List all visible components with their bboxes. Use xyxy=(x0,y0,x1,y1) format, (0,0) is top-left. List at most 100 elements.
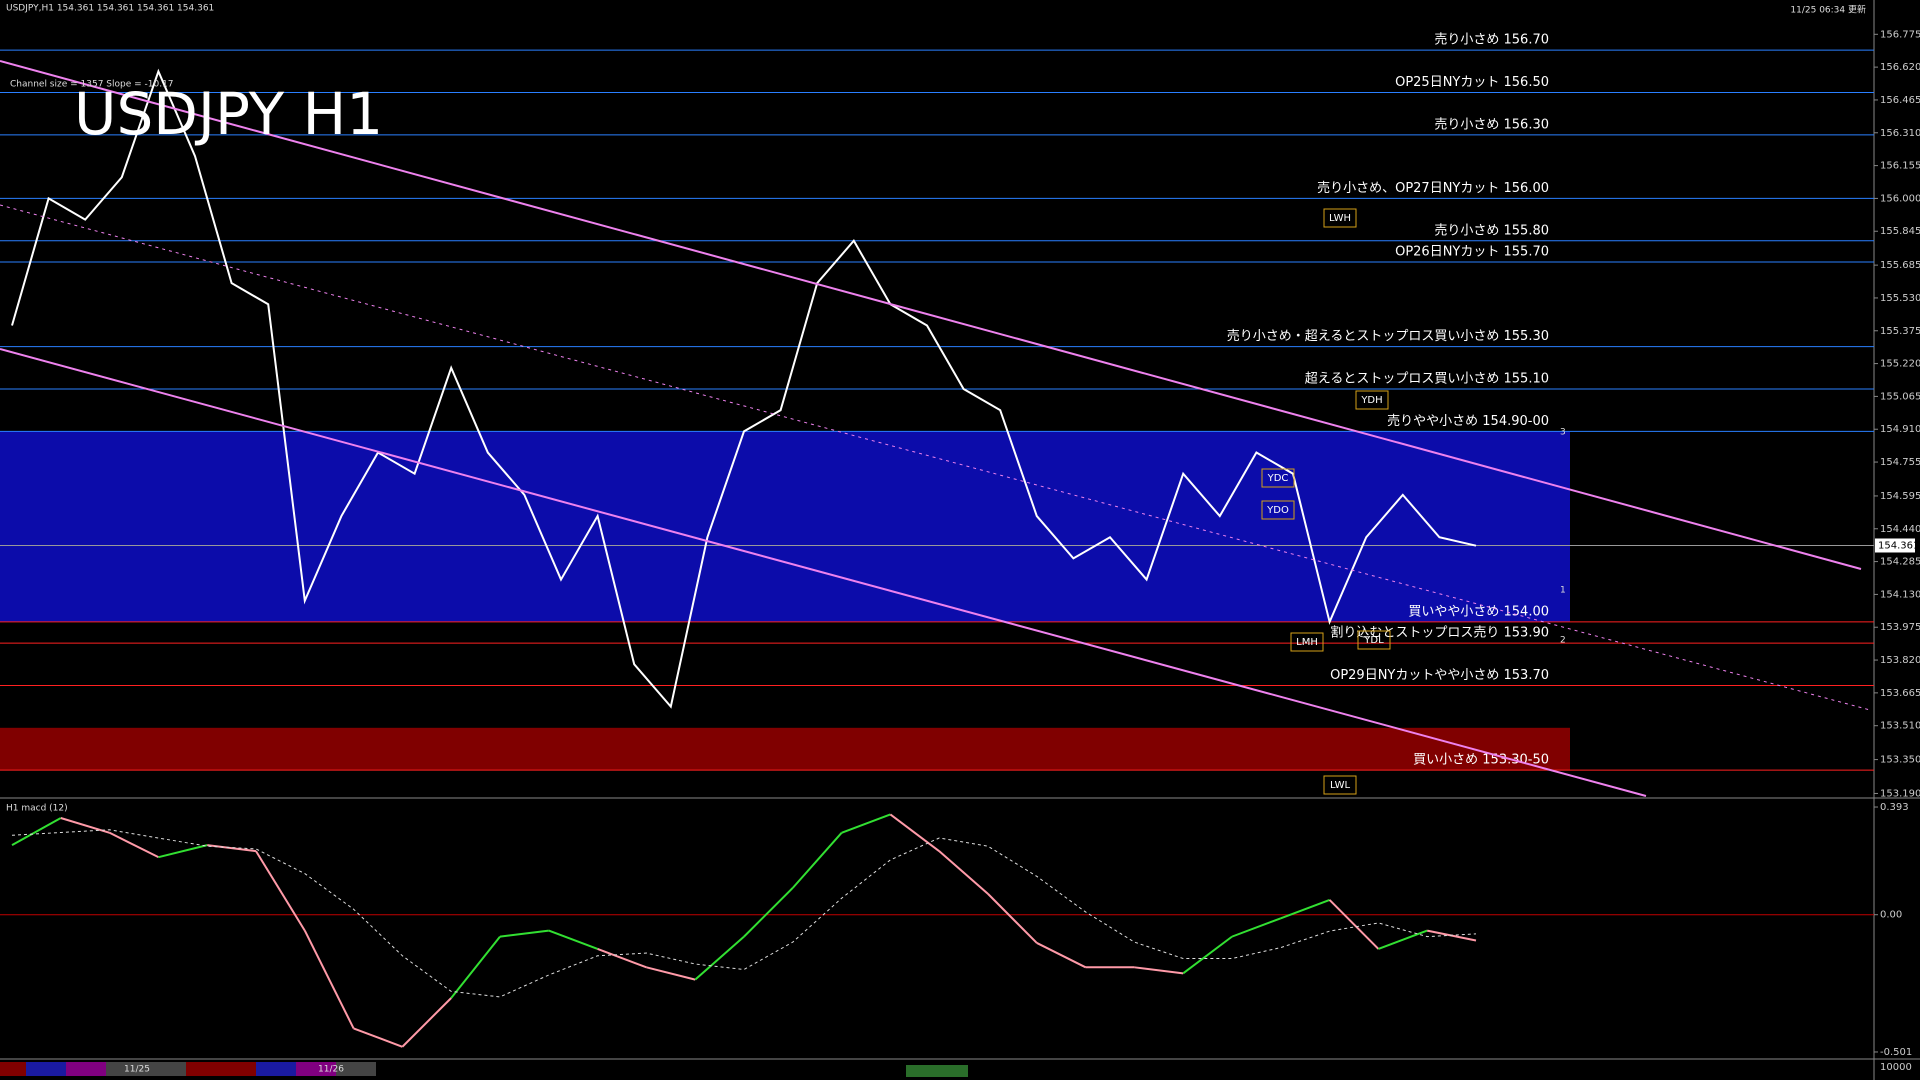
current-price-label: 154.361 xyxy=(1878,540,1919,551)
macd-segment xyxy=(1231,917,1282,938)
macd-segment xyxy=(109,831,159,859)
y-tick-label: 153.350 xyxy=(1880,755,1920,766)
price-zone xyxy=(0,431,1570,622)
macd-segment xyxy=(401,997,452,1048)
strip-segment xyxy=(66,1062,106,1076)
y-tick-label: 155.220 xyxy=(1880,359,1920,370)
macd-segment xyxy=(353,1027,403,1048)
macd-segment xyxy=(450,936,501,999)
scale-label: 10000 xyxy=(1880,1062,1912,1073)
overlay: USDJPY,H1 154.361 154.361 154.361 154.36… xyxy=(0,4,1912,1073)
y-tick-label: 0.393 xyxy=(1880,802,1909,813)
y-tick-label: 154.440 xyxy=(1880,524,1920,535)
macd-segment xyxy=(548,929,598,950)
strip-segment xyxy=(106,1062,186,1076)
marker-label: LMH xyxy=(1296,637,1318,648)
level-label: OP25日NYカット 156.50 xyxy=(1395,75,1549,90)
strip-tab xyxy=(906,1065,968,1077)
marker-box xyxy=(1357,630,1391,650)
channel-label: 1 xyxy=(1560,586,1566,596)
y-tick-label: 154.755 xyxy=(1880,457,1920,468)
y-tick-label: 155.530 xyxy=(1880,293,1920,304)
y-tick-label: 0.00 xyxy=(1880,910,1902,921)
macd-segment xyxy=(743,887,794,938)
level-label: 買い小さめ 153.30-50 xyxy=(1413,753,1549,768)
series-line xyxy=(11,68,1477,709)
current-price-box xyxy=(1875,538,1915,553)
macd-segment xyxy=(60,817,110,834)
level-label: 超えるとストップロス買い小さめ 155.10 xyxy=(1305,372,1549,387)
channel-info: Channel size = 1357 Slope = -10.17 xyxy=(10,80,174,90)
y-tick-label: 155.845 xyxy=(1880,226,1920,237)
level-label: 売り小さめ 155.80 xyxy=(1434,222,1549,238)
symbol-info: USDJPY,H1 154.361 154.361 154.361 154.36… xyxy=(6,4,214,14)
marker-box xyxy=(1323,775,1357,795)
strip-segment xyxy=(296,1062,336,1076)
macd-segment xyxy=(987,893,1038,944)
macd-segment xyxy=(11,817,62,846)
macd-segment xyxy=(792,832,843,889)
y-tick-label: 156.310 xyxy=(1880,128,1920,139)
macd-segment xyxy=(303,930,355,1029)
marker-box xyxy=(1290,632,1324,652)
macd-segment xyxy=(1280,898,1330,920)
marker-label: LWL xyxy=(1330,780,1351,791)
macd-segment xyxy=(1328,899,1380,950)
y-tick-label: 155.685 xyxy=(1880,260,1920,271)
y-tick-label: 153.510 xyxy=(1880,721,1920,732)
marker-box xyxy=(1355,390,1389,410)
bottom-strip: 11/25 11/26 xyxy=(0,1062,968,1077)
level-label: 売り小さめ 156.30 xyxy=(1434,116,1549,132)
y-tick-label: 154.595 xyxy=(1880,491,1920,502)
macd-segment xyxy=(694,935,745,981)
macd-segment xyxy=(207,844,257,853)
marker-label: YDL xyxy=(1363,635,1384,646)
y-tick-label: 156.775 xyxy=(1880,29,1920,40)
macd-segment xyxy=(841,813,891,834)
main-panel: 156.775 156.620 156.465 156.310 156.155 156.0… xyxy=(0,29,1920,799)
period-label: 11/26 xyxy=(318,1065,344,1075)
level-label: 買いやや小さめ 154.00 xyxy=(1408,604,1549,619)
period-label: 11/25 xyxy=(124,1065,150,1075)
strip-segment xyxy=(336,1062,376,1076)
y-tick-label: 156.155 xyxy=(1880,161,1920,172)
marker-box xyxy=(1261,468,1295,488)
channel-upper xyxy=(0,60,1862,570)
y-tick-label: 156.000 xyxy=(1880,193,1920,204)
level-label: OP26日NYカット 155.70 xyxy=(1395,244,1549,259)
channel-label: 2 xyxy=(1560,636,1566,646)
level-label: 売り小さめ・超えるとストップロス買い小さめ 155.30 xyxy=(1227,328,1549,344)
strip-segment xyxy=(186,1062,256,1076)
channel-middle xyxy=(0,204,1871,711)
marker-label: YDH xyxy=(1360,395,1382,406)
macd-segment xyxy=(255,850,306,932)
macd-panel: 0.393 0.00 -0.501 xyxy=(0,802,1912,1058)
level-label: 売り小さめ、OP27日NYカット 156.00 xyxy=(1317,180,1549,196)
price-zone xyxy=(0,727,1570,771)
y-tick-label: 154.130 xyxy=(1880,589,1920,600)
macd-segment xyxy=(889,813,940,852)
macd-segment xyxy=(1378,929,1428,950)
macd-segment xyxy=(1182,935,1233,975)
y-tick-label: 156.465 xyxy=(1880,95,1920,106)
level-label: OP29日NYカットやや小さめ 153.70 xyxy=(1330,668,1549,683)
macd-segment xyxy=(158,844,208,859)
y-tick-label: 154.285 xyxy=(1880,557,1920,568)
marker-label: LWH xyxy=(1329,213,1351,224)
macd-segment xyxy=(597,948,647,969)
channel-label: 3 xyxy=(1560,428,1566,438)
y-tick-label: -0.501 xyxy=(1880,1047,1912,1058)
marker-label: YDO xyxy=(1266,505,1289,516)
marker-box xyxy=(1323,208,1357,228)
y-tick-label: 153.975 xyxy=(1880,622,1920,633)
y-tick-label: 155.375 xyxy=(1880,326,1920,337)
y-tick-label: 153.665 xyxy=(1880,688,1920,699)
y-tick-label: 156.620 xyxy=(1880,62,1920,73)
level-label: 売り小さめ 156.70 xyxy=(1434,32,1549,48)
macd-segment xyxy=(1036,942,1087,969)
level-label: 売りやや小さめ 154.90-00 xyxy=(1387,413,1549,429)
level-label: 割り込むとストップロス売り 153.90 xyxy=(1330,625,1549,641)
timestamp: 11/25 06:34 更新 xyxy=(1790,4,1866,16)
